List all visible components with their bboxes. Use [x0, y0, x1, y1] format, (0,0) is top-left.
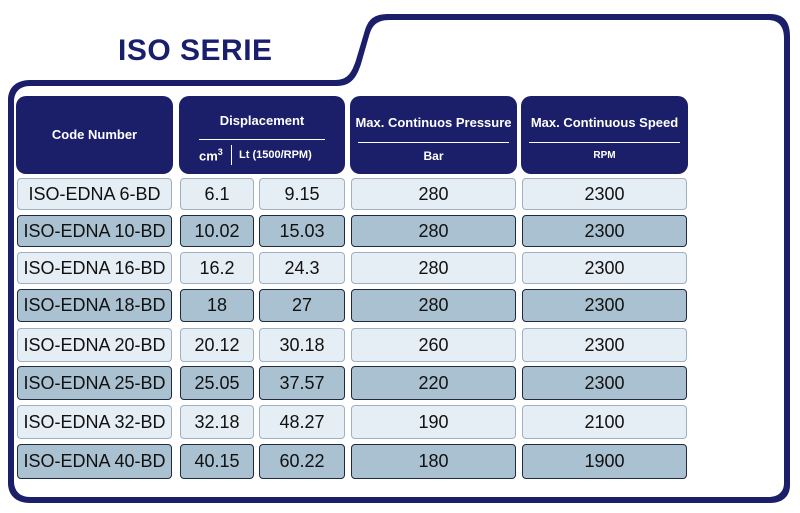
page-title: ISO SERIE: [118, 34, 273, 67]
cell-bar: 280: [351, 215, 516, 247]
header-code-label: Code Number: [51, 127, 138, 142]
cell-bar: 220: [351, 366, 516, 400]
cell-code: ISO-EDNA 25-BD: [17, 366, 172, 400]
cell-code: ISO-EDNA 40-BD: [17, 444, 172, 479]
cell-code: ISO-EDNA 20-BD: [17, 328, 172, 362]
header-speed-unit: RPM: [593, 150, 616, 161]
header-displacement-label: Displacement: [219, 113, 305, 128]
cell-bar: 280: [351, 289, 516, 322]
cell-code: ISO-EDNA 16-BD: [17, 252, 172, 284]
header-speed: Max. Continuous Speed RPM: [521, 96, 688, 174]
cell-lt: 9.15: [259, 178, 345, 210]
cell-lt: 37.57: [259, 366, 345, 400]
cell-cm3: 25.05: [180, 366, 254, 400]
cell-rpm: 2300: [522, 252, 687, 284]
cell-cm3: 40.15: [180, 444, 254, 479]
cell-lt: 30.18: [259, 328, 345, 362]
header-displacement: Displacement cm3 Lt (1500/RPM): [179, 96, 345, 174]
cell-rpm: 2300: [522, 328, 687, 362]
header-divider: [529, 142, 680, 143]
header-cm3: cm3: [199, 147, 223, 163]
cell-lt: 15.03: [259, 215, 345, 247]
header-pressure-label: Max. Continuos Pressure: [355, 115, 512, 130]
cell-bar: 260: [351, 328, 516, 362]
cell-rpm: 2300: [522, 289, 687, 322]
cell-rpm: 2300: [522, 366, 687, 400]
header-code-number: Code Number: [16, 96, 173, 174]
cell-bar: 280: [351, 252, 516, 284]
cell-lt: 48.27: [259, 405, 345, 439]
header-cm3-sup: 3: [217, 147, 223, 157]
cell-bar: 180: [351, 444, 516, 479]
cell-lt: 27: [259, 289, 345, 322]
cell-rpm: 2100: [522, 405, 687, 439]
header-divider: [358, 142, 509, 143]
header-lt: Lt (1500/RPM): [239, 149, 312, 161]
cell-rpm: 1900: [522, 444, 687, 479]
header-divider: [199, 139, 325, 140]
cell-rpm: 2300: [522, 215, 687, 247]
cell-code: ISO-EDNA 10-BD: [17, 215, 172, 247]
cell-code: ISO-EDNA 32-BD: [17, 405, 172, 439]
header-vdivider: [231, 145, 232, 165]
cell-code: ISO-EDNA 18-BD: [17, 289, 172, 322]
cell-cm3: 20.12: [180, 328, 254, 362]
header-pressure: Max. Continuos Pressure Bar: [350, 96, 517, 174]
cell-lt: 24.3: [259, 252, 345, 284]
header-pressure-unit: Bar: [423, 149, 444, 163]
cell-rpm: 2300: [522, 178, 687, 210]
cell-bar: 190: [351, 405, 516, 439]
header-cm3-base: cm: [199, 148, 218, 164]
header-speed-label: Max. Continuous Speed: [530, 115, 679, 130]
cell-lt: 60.22: [259, 444, 345, 479]
cell-bar: 280: [351, 178, 516, 210]
cell-cm3: 18: [180, 289, 254, 322]
cell-cm3: 6.1: [180, 178, 254, 210]
cell-cm3: 10.02: [180, 215, 254, 247]
cell-cm3: 32.18: [180, 405, 254, 439]
cell-code: ISO-EDNA 6-BD: [17, 178, 172, 210]
cell-cm3: 16.2: [180, 252, 254, 284]
